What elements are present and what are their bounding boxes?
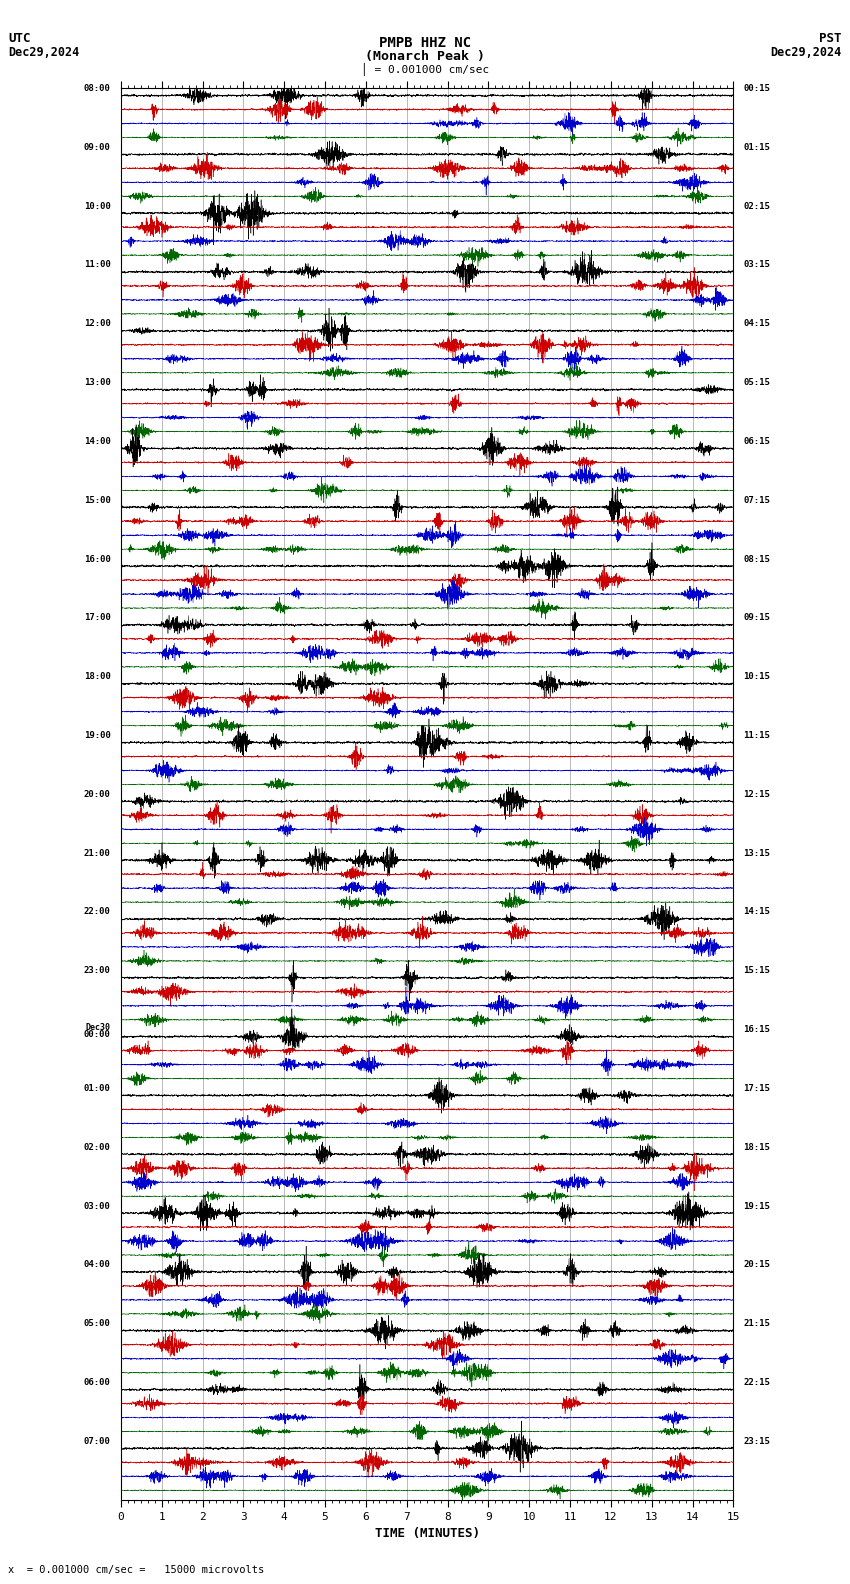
Text: 04:15: 04:15 — [744, 320, 770, 328]
Text: 20:00: 20:00 — [84, 790, 110, 798]
Text: 08:15: 08:15 — [744, 554, 770, 564]
Text: │ = 0.001000 cm/sec: │ = 0.001000 cm/sec — [361, 63, 489, 76]
Text: 04:00: 04:00 — [84, 1261, 110, 1269]
Text: 07:00: 07:00 — [84, 1437, 110, 1446]
Text: 14:15: 14:15 — [744, 908, 770, 917]
Text: (Monarch Peak ): (Monarch Peak ) — [365, 49, 485, 63]
Text: 15:15: 15:15 — [744, 966, 770, 976]
Text: 18:15: 18:15 — [744, 1142, 770, 1152]
Text: 12:15: 12:15 — [744, 790, 770, 798]
Text: 03:15: 03:15 — [744, 260, 770, 269]
Text: 00:00: 00:00 — [84, 1030, 110, 1039]
Text: Dec29,2024: Dec29,2024 — [8, 46, 80, 59]
Text: 01:00: 01:00 — [84, 1083, 110, 1093]
Text: 02:00: 02:00 — [84, 1142, 110, 1152]
Text: 13:00: 13:00 — [84, 379, 110, 386]
Text: 21:00: 21:00 — [84, 849, 110, 857]
Text: 20:15: 20:15 — [744, 1261, 770, 1269]
Text: 22:15: 22:15 — [744, 1378, 770, 1388]
Text: 00:15: 00:15 — [744, 84, 770, 93]
Text: PMPB HHZ NC: PMPB HHZ NC — [379, 35, 471, 49]
Text: 02:15: 02:15 — [744, 201, 770, 211]
Text: 09:00: 09:00 — [84, 143, 110, 152]
Text: 06:00: 06:00 — [84, 1378, 110, 1388]
Text: 05:15: 05:15 — [744, 379, 770, 386]
Text: Dec30: Dec30 — [86, 1023, 110, 1031]
Text: 17:15: 17:15 — [744, 1083, 770, 1093]
Text: 18:00: 18:00 — [84, 672, 110, 681]
Text: 05:00: 05:00 — [84, 1319, 110, 1327]
Text: 09:15: 09:15 — [744, 613, 770, 623]
Text: 03:00: 03:00 — [84, 1202, 110, 1210]
Text: 13:15: 13:15 — [744, 849, 770, 857]
X-axis label: TIME (MINUTES): TIME (MINUTES) — [375, 1527, 479, 1541]
Text: 06:15: 06:15 — [744, 437, 770, 445]
Text: 22:00: 22:00 — [84, 908, 110, 917]
Text: x  = 0.001000 cm/sec =   15000 microvolts: x = 0.001000 cm/sec = 15000 microvolts — [8, 1565, 264, 1574]
Text: 11:00: 11:00 — [84, 260, 110, 269]
Text: 21:15: 21:15 — [744, 1319, 770, 1327]
Text: 10:15: 10:15 — [744, 672, 770, 681]
Text: 10:00: 10:00 — [84, 201, 110, 211]
Text: 14:00: 14:00 — [84, 437, 110, 445]
Text: Dec29,2024: Dec29,2024 — [770, 46, 842, 59]
Text: 15:00: 15:00 — [84, 496, 110, 505]
Text: 17:00: 17:00 — [84, 613, 110, 623]
Text: PST: PST — [819, 32, 842, 44]
Text: 16:15: 16:15 — [744, 1025, 770, 1034]
Text: 19:00: 19:00 — [84, 730, 110, 740]
Text: 07:15: 07:15 — [744, 496, 770, 505]
Text: UTC: UTC — [8, 32, 31, 44]
Text: 11:15: 11:15 — [744, 730, 770, 740]
Text: 23:15: 23:15 — [744, 1437, 770, 1446]
Text: 23:00: 23:00 — [84, 966, 110, 976]
Text: 12:00: 12:00 — [84, 320, 110, 328]
Text: 19:15: 19:15 — [744, 1202, 770, 1210]
Text: 01:15: 01:15 — [744, 143, 770, 152]
Text: 08:00: 08:00 — [84, 84, 110, 93]
Text: 16:00: 16:00 — [84, 554, 110, 564]
